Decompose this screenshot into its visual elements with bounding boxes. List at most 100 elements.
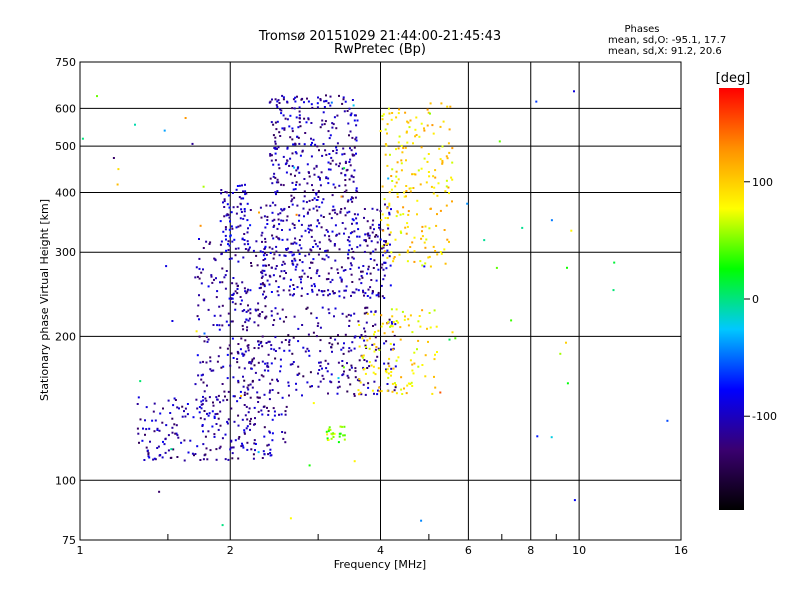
- data-point: [243, 287, 246, 290]
- data-point: [336, 386, 339, 389]
- data-point: [438, 147, 441, 150]
- data-point: [242, 328, 245, 331]
- data-point: [256, 264, 259, 267]
- data-point: [393, 343, 395, 346]
- data-point: [316, 245, 319, 248]
- data-point: [143, 459, 146, 461]
- data-point: [241, 324, 244, 327]
- data-point: [307, 349, 310, 352]
- data-point: [409, 383, 412, 385]
- data-point: [312, 138, 315, 141]
- data-point: [394, 238, 397, 241]
- data-point: [377, 347, 380, 350]
- data-point: [334, 211, 337, 214]
- data-point: [318, 149, 320, 152]
- data-point: [323, 100, 326, 103]
- data-point: [264, 237, 267, 240]
- data-point: [269, 275, 272, 278]
- data-point: [273, 319, 276, 322]
- data-point: [236, 361, 239, 364]
- data-point: [210, 369, 213, 372]
- data-point: [284, 254, 287, 257]
- data-point: [292, 253, 295, 256]
- data-point: [286, 159, 289, 162]
- data-point: [242, 354, 245, 357]
- data-point: [271, 98, 273, 101]
- data-point: [278, 223, 281, 226]
- data-point: [395, 392, 398, 395]
- data-point: [350, 349, 353, 352]
- data-point: [420, 519, 423, 522]
- data-point: [164, 438, 167, 441]
- data-point: [280, 109, 283, 112]
- data-point: [308, 267, 311, 269]
- data-point: [236, 292, 239, 295]
- data-point: [283, 254, 286, 257]
- data-point: [439, 391, 442, 394]
- data-point: [439, 209, 442, 212]
- data-point: [413, 351, 416, 354]
- data-point: [386, 322, 389, 325]
- data-point: [198, 294, 200, 297]
- data-point: [343, 289, 346, 292]
- data-point: [277, 294, 280, 297]
- data-point: [263, 215, 266, 218]
- y-tick-label: 300: [55, 246, 76, 259]
- data-point: [330, 437, 333, 440]
- data-point: [331, 278, 334, 281]
- data-point: [350, 364, 353, 367]
- data-point: [386, 249, 389, 252]
- data-point: [236, 358, 239, 361]
- data-point: [342, 373, 345, 376]
- data-point: [353, 169, 356, 172]
- data-point: [273, 410, 276, 413]
- data-point: [358, 324, 361, 326]
- data-point: [377, 389, 379, 392]
- data-point: [291, 130, 294, 133]
- data-point: [274, 204, 277, 207]
- data-point: [338, 295, 341, 298]
- data-point: [297, 249, 300, 252]
- data-point: [294, 237, 297, 240]
- data-point: [386, 383, 389, 385]
- plot-frame: [79, 61, 682, 541]
- data-point: [297, 166, 300, 169]
- data-point: [183, 410, 185, 413]
- data-point: [298, 106, 301, 109]
- data-point: [292, 336, 295, 339]
- data-point: [211, 281, 214, 284]
- data-point: [426, 108, 429, 111]
- data-point: [134, 123, 136, 126]
- data-point: [316, 269, 319, 272]
- data-point: [323, 258, 326, 261]
- data-point: [298, 142, 301, 145]
- data-point: [297, 126, 300, 129]
- data-point: [271, 211, 274, 214]
- data-point: [434, 386, 437, 389]
- data-point: [227, 458, 230, 461]
- data-point: [239, 303, 242, 306]
- data-point: [154, 419, 157, 422]
- data-point: [137, 432, 140, 435]
- data-point: [406, 225, 409, 228]
- data-point: [315, 193, 318, 196]
- data-point: [261, 360, 264, 363]
- data-point: [349, 262, 352, 265]
- data-point: [340, 266, 343, 269]
- data-point: [267, 353, 270, 356]
- data-point: [355, 124, 358, 127]
- data-point: [319, 98, 322, 100]
- data-point: [151, 419, 154, 422]
- data-point: [296, 286, 299, 289]
- data-point: [249, 383, 252, 386]
- data-point: [270, 347, 273, 350]
- data-point: [377, 268, 380, 271]
- data-point: [329, 281, 332, 284]
- data-point: [270, 121, 273, 124]
- data-point: [195, 398, 198, 401]
- colorbar-title: [deg]: [716, 71, 751, 86]
- data-point: [181, 405, 184, 408]
- data-point: [410, 381, 413, 384]
- data-point: [391, 330, 394, 333]
